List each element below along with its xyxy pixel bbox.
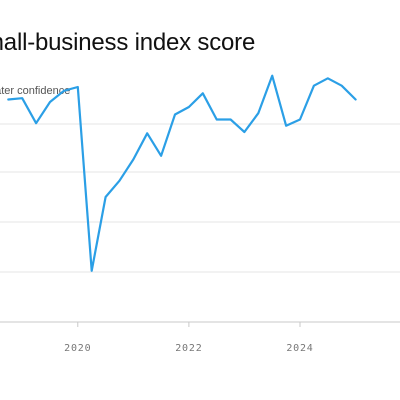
- chart-subtitle: eater confidence: [0, 85, 71, 97]
- gridlines: [0, 123, 400, 273]
- series-line-1: [7, 74, 357, 272]
- x-tick-label-2020: 2020: [64, 343, 91, 354]
- x-tick-label-2022: 2022: [175, 343, 202, 354]
- x-tick-label-2024: 2024: [286, 343, 313, 354]
- series-layer: [7, 74, 357, 272]
- x-axis: 2020 2022 2024: [0, 321, 400, 354]
- chart-title: mall-business index score: [0, 29, 256, 56]
